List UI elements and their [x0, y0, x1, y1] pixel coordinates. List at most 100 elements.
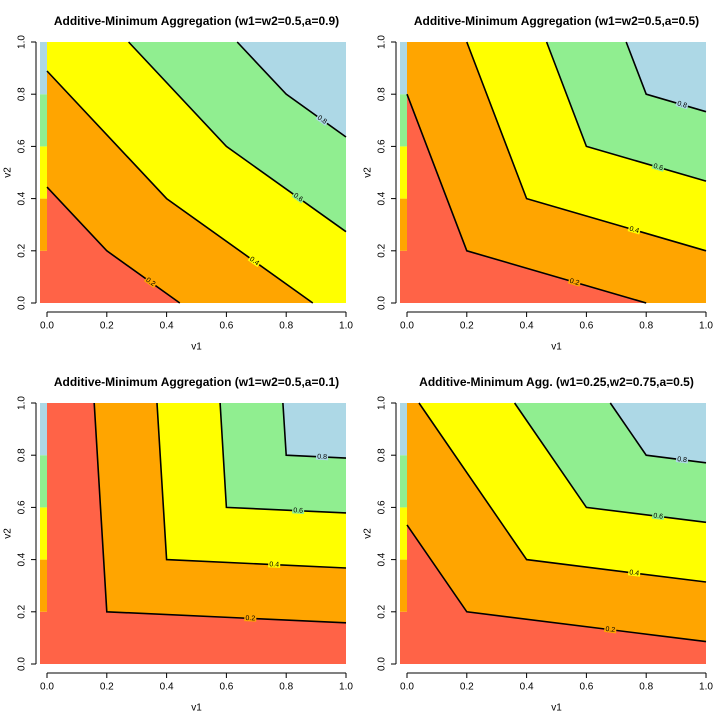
label-gap — [627, 569, 641, 577]
label-gap — [143, 276, 158, 289]
label-gap — [675, 100, 689, 110]
color-strip — [400, 559, 407, 612]
label-gap — [268, 561, 281, 568]
color-strip — [40, 403, 47, 456]
label-gap — [315, 453, 329, 461]
y-tick-label: 0.2 — [377, 243, 388, 257]
contour-line — [46, 186, 181, 304]
y-tick-label: 0.8 — [377, 448, 388, 462]
contour-fill — [407, 524, 706, 664]
contour-line — [466, 41, 707, 252]
color-strip — [400, 94, 407, 147]
chart-title: Additive-Minimum Aggregation (w1=w2=0.5,… — [414, 14, 699, 28]
x-tick-label: 0.0 — [400, 682, 414, 693]
x-tick-label: 0.8 — [279, 321, 293, 332]
x-tick-label: 0.2 — [460, 682, 474, 693]
x-tick-label: 0.4 — [520, 682, 534, 693]
color-strip — [400, 146, 407, 199]
y-axis-label: v2 — [3, 528, 14, 539]
label-gap — [627, 225, 641, 235]
y-axis-label: v2 — [363, 167, 374, 178]
y-tick-label: 0.2 — [17, 243, 28, 257]
label-gap — [675, 456, 689, 464]
y-tick-label: 1.0 — [377, 35, 388, 49]
x-tick-label: 0.4 — [520, 321, 534, 332]
y-tick-label: 0.4 — [377, 191, 388, 205]
x-axis-label: v1 — [551, 342, 562, 353]
contour-label: 0.8 — [316, 114, 328, 125]
contour-fill — [47, 70, 313, 303]
y-tick-label: 1.0 — [17, 396, 28, 410]
contour-line — [156, 402, 347, 569]
contour-label: 0.4 — [269, 561, 279, 568]
y-tick-label: 0.6 — [17, 500, 28, 514]
color-strip — [400, 455, 407, 508]
contour-line — [406, 93, 647, 304]
x-tick-label: 0.8 — [279, 682, 293, 693]
color-strip — [400, 507, 407, 560]
x-tick-label: 0.6 — [579, 682, 593, 693]
label-gap — [247, 255, 261, 268]
contour-label: 0.4 — [248, 256, 260, 267]
color-strip — [40, 611, 47, 664]
contour-label: 0.4 — [629, 569, 640, 577]
contour-label: 0.2 — [245, 615, 255, 622]
color-strip — [40, 198, 47, 251]
color-strip — [40, 455, 47, 508]
x-tick-label: 0.6 — [219, 682, 233, 693]
x-tick-label: 0.4 — [160, 321, 174, 332]
y-tick-label: 0.2 — [17, 604, 28, 618]
y-axis-label: v2 — [3, 167, 14, 178]
contour-label: 0.8 — [677, 456, 688, 464]
y-tick-label: 1.0 — [377, 396, 388, 410]
contour-label: 0.4 — [628, 226, 639, 235]
x-tick-label: 0.6 — [219, 321, 233, 332]
chart-title: Additive-Minimum Aggregation (w1=w2=0.5,… — [54, 14, 339, 28]
y-tick-label: 0.0 — [17, 657, 28, 671]
x-axis-label: v1 — [191, 703, 202, 714]
color-strip — [400, 198, 407, 251]
contour-label: 0.8 — [317, 454, 327, 461]
y-tick-label: 0.4 — [377, 552, 388, 566]
contour-label: 0.6 — [292, 192, 304, 203]
label-gap — [291, 191, 305, 204]
color-strip — [40, 507, 47, 560]
x-axis-label: v1 — [551, 703, 562, 714]
contour-label: 0.6 — [293, 507, 303, 514]
color-strip — [400, 611, 407, 664]
contour-label: 0.2 — [569, 278, 580, 287]
x-tick-label: 0.2 — [460, 321, 474, 332]
label-gap — [244, 615, 257, 622]
contour-panel: 0.2 0.4 0.6 0.8 0.0 0.2 0.4 0.6 0.8 1.0 0.0 0.2 0.4 0… — [363, 14, 714, 352]
y-tick-label: 0.0 — [377, 657, 388, 671]
label-gap — [292, 507, 305, 514]
contour-panel: 0.2 0.4 0.6 0.8 0.0 0.2 0.4 0.6 0.8 1.0 0.0 0.2 0.4 0… — [3, 14, 354, 352]
y-tick-label: 0.0 — [17, 296, 28, 310]
contour-label: 0.2 — [605, 626, 616, 634]
x-tick-label: 0.4 — [160, 682, 174, 693]
y-tick-label: 1.0 — [17, 35, 28, 49]
label-gap — [651, 512, 665, 521]
contour-line — [513, 402, 707, 524]
contour-fill — [47, 187, 180, 303]
contour-line — [418, 402, 707, 583]
y-tick-label: 0.6 — [17, 139, 28, 153]
contour-fill — [47, 403, 346, 664]
chart-title: Additive-Minimum Agg. (w1=0.25,w2=0.75,a… — [419, 375, 694, 389]
y-tick-label: 0.4 — [17, 191, 28, 205]
contour-fill — [407, 403, 706, 664]
label-gap — [567, 277, 582, 287]
contour-line — [128, 41, 347, 233]
contour-line — [93, 402, 347, 624]
x-tick-label: 0.8 — [639, 321, 653, 332]
color-strip — [400, 250, 407, 303]
x-tick-label: 0.8 — [639, 682, 653, 693]
contour-line — [545, 41, 707, 182]
y-tick-label: 0.8 — [17, 87, 28, 101]
color-strip — [400, 42, 407, 95]
x-tick-label: 1.0 — [699, 321, 713, 332]
x-tick-label: 0.2 — [100, 682, 114, 693]
contour-panel: 0.2 0.4 0.6 0.8 0.0 0.2 0.4 0.6 0.8 1.0 0.0 0.2 0.4 0… — [363, 375, 714, 713]
contour-label: 0.8 — [676, 100, 687, 109]
